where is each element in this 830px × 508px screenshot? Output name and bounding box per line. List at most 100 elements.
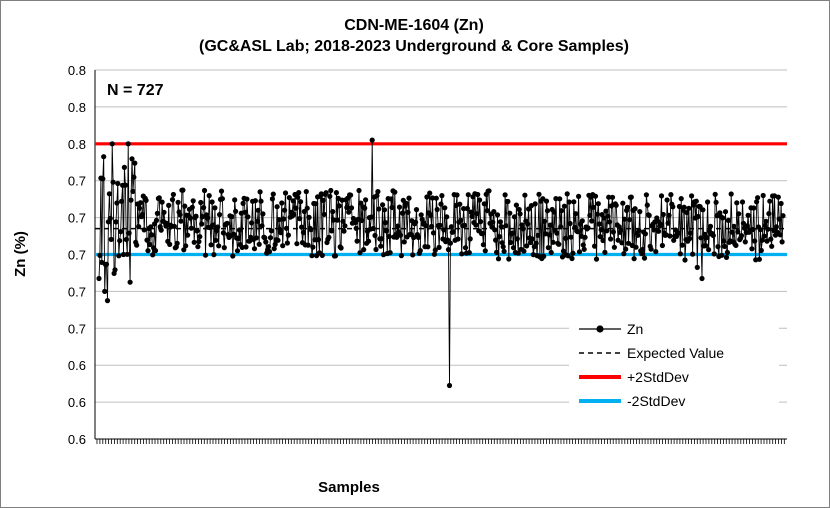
legend-plus2sd-label: +2StdDev (627, 369, 689, 385)
series-zn-point-563 (626, 217, 633, 223)
series-zn-point-155 (242, 209, 248, 215)
series-zn-point-19 (114, 200, 120, 206)
series-zn-point-361 (436, 244, 442, 250)
series-zn-point-364 (439, 193, 445, 199)
series-zn-point-55 (148, 224, 154, 230)
series-zn-point-29 (123, 236, 129, 243)
series-zn-point-8 (103, 261, 110, 267)
series-zn-point-694 (750, 226, 756, 233)
series-zn-point-652 (710, 232, 716, 239)
series-zn-point-725 (779, 239, 785, 245)
series-zn-point-467 (536, 191, 542, 197)
series-zn-point-267 (348, 192, 354, 198)
series-zn-point-471 (540, 196, 546, 202)
series-zn-point-702 (757, 227, 764, 233)
series-zn-point-187 (272, 241, 278, 247)
series-zn-point-475 (543, 198, 550, 204)
series-zn-point-389 (462, 245, 469, 251)
series-zn-point-32 (126, 230, 132, 236)
series-zn-point-485 (553, 196, 559, 202)
series-zn-point-405 (478, 219, 484, 225)
series-zn-point-654 (712, 191, 718, 197)
series-zn-point-206 (290, 198, 296, 204)
series-zn-point-268 (348, 205, 355, 211)
series-zn-point-634 (693, 198, 699, 204)
series-zn-point-46 (139, 212, 145, 218)
series-zn-point-124 (213, 237, 219, 243)
series-zn-point-649 (707, 223, 714, 229)
series-zn-point-653 (711, 251, 717, 257)
series-zn-point-38 (132, 160, 138, 166)
series-zn-point-128 (217, 212, 223, 218)
series-zn-point-396 (469, 213, 475, 219)
series-zn-point-90 (181, 247, 187, 253)
series-zn-point-37 (131, 174, 137, 180)
series-zn-point-220 (303, 189, 309, 195)
series-zn-point-460 (529, 236, 536, 242)
series-zn-point-133 (221, 245, 227, 251)
series-zn-point-667 (724, 249, 731, 256)
series-zn-point-3 (99, 259, 105, 265)
series-zn-point-117 (206, 193, 212, 199)
series-zn-point-238 (320, 197, 326, 203)
series-zn-point-183 (268, 228, 274, 234)
series-zn-point-704 (759, 237, 765, 243)
series-zn-point-374 (448, 224, 454, 230)
series-zn-point-324 (401, 239, 407, 245)
series-zn-point-640 (699, 275, 705, 282)
series-zn-point-436 (507, 210, 513, 216)
series-zn-point-609 (670, 204, 676, 210)
series-zn-point-21 (116, 253, 122, 259)
series-zn-point-599 (660, 211, 666, 218)
series-zn-point-615 (675, 230, 682, 236)
series-zn-point-424 (495, 256, 502, 262)
chart-subtitle: (GC&ASL Lab; 2018-2023 Underground & Cor… (199, 38, 629, 55)
series-zn-point-533 (598, 227, 604, 233)
y-tick-label-7: 0.7 (68, 174, 86, 189)
series-zn-point-689 (745, 212, 751, 218)
series-zn-point-695 (751, 205, 757, 211)
series-zn-point-568 (631, 256, 637, 262)
series-zn-point-551 (615, 237, 621, 243)
series-zn-point-529 (594, 211, 601, 217)
series-zn-point-385 (459, 251, 465, 257)
series-zn-point-357 (432, 247, 438, 253)
series-zn-point-43 (136, 205, 143, 211)
series-zn-point-168 (254, 218, 260, 224)
series-zn-point-279 (359, 217, 365, 224)
series-zn-point-321 (398, 253, 404, 259)
series-zn-point-451 (521, 248, 527, 254)
series-zn-point-701 (756, 256, 763, 262)
series-zn-point-455 (525, 221, 531, 227)
series-zn-point-480 (548, 249, 554, 256)
series-zn-point-530 (595, 201, 601, 207)
sample-count-annotation: N = 727 (107, 82, 164, 99)
series-zn-point-64 (156, 195, 162, 201)
series-zn-point-309 (387, 250, 393, 256)
series-zn-point-724 (778, 200, 784, 207)
series-zn-point-236 (318, 191, 324, 197)
series-zn-point-635 (694, 264, 700, 270)
series-zn-point-598 (659, 242, 666, 249)
series-zn-point-521 (587, 212, 593, 218)
series-zn-point-384 (458, 217, 464, 223)
series-zn-point-721 (775, 194, 781, 200)
series-zn-point-493 (560, 248, 567, 254)
series-zn-point-108 (198, 199, 204, 206)
chart-title: CDN-ME-1604 (Zn) (344, 17, 484, 34)
y-tick-label-5: 0.7 (68, 248, 86, 263)
series-zn-point-80 (171, 223, 177, 229)
series-zn-point-349 (425, 244, 431, 250)
series-zn-point-293 (372, 232, 378, 239)
series-zn-point-156 (243, 244, 249, 250)
series-zn-point-477 (545, 245, 552, 251)
series-zn-point-201 (285, 232, 291, 238)
series-zn-point-525 (591, 204, 597, 210)
series-zn-point-569 (632, 206, 638, 212)
series-zn-point-698 (754, 199, 760, 205)
series-zn-point-621 (681, 204, 687, 210)
series-zn-point-195 (280, 243, 286, 249)
series-zn-point-78 (169, 197, 176, 203)
series-zn-point-69 (161, 209, 167, 215)
